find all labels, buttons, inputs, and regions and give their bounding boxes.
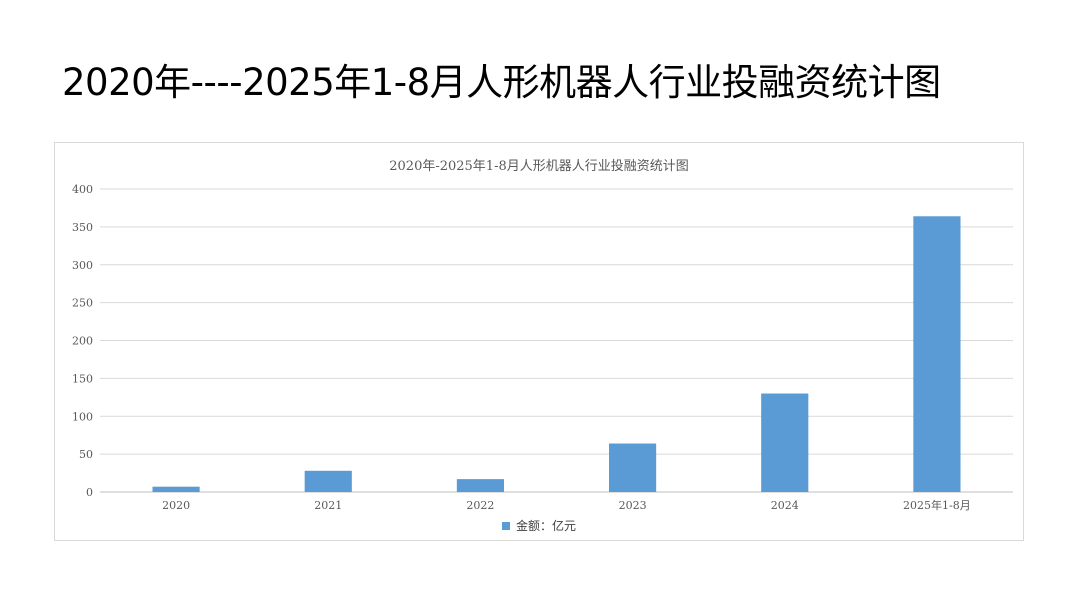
y-tick-label: 250 bbox=[72, 297, 93, 310]
bar-2023 bbox=[608, 443, 657, 492]
bar-2021 bbox=[304, 470, 352, 492]
x-tick-label: 2020 bbox=[162, 499, 190, 512]
legend: 金额：亿元 bbox=[55, 517, 1023, 534]
x-tick-label: 2024 bbox=[771, 499, 799, 512]
bar-2024 bbox=[761, 393, 809, 492]
y-tick-label: 300 bbox=[72, 259, 93, 272]
y-tick-label: 50 bbox=[79, 448, 93, 461]
legend-label: 金额：亿元 bbox=[515, 519, 576, 533]
x-tick-label: 2023 bbox=[619, 499, 647, 512]
page-title: 2020年----2025年1-8月人形机器人行业投融资统计图 bbox=[62, 61, 941, 104]
legend-swatch bbox=[501, 522, 510, 530]
y-tick-label: 150 bbox=[72, 372, 93, 385]
y-tick-label: 200 bbox=[72, 335, 93, 348]
bar-2020 bbox=[152, 486, 200, 492]
x-tick-label: 2022 bbox=[466, 499, 494, 512]
bar-2022 bbox=[456, 479, 505, 492]
x-tick-label: 2021 bbox=[314, 499, 342, 512]
chart-area: 2020年-2025年1-8月人形机器人行业投融资统计图 0 50 100 150 20… bbox=[54, 142, 1024, 541]
y-tick-label: 100 bbox=[72, 410, 93, 423]
bar-2025年1-8月 bbox=[913, 216, 961, 492]
bar-chart-plot: 0 50 100 150 200 250 300 350 400 2020 2021 2022 2023… bbox=[72, 183, 1013, 512]
chart-title: 2020年-2025年1-8月人形机器人行业投融资统计图 bbox=[389, 159, 689, 174]
y-tick-label: 400 bbox=[72, 183, 93, 196]
y-tick-label: 0 bbox=[86, 486, 93, 499]
x-tick-label: 2025年1-8月 bbox=[903, 498, 971, 512]
y-tick-label: 350 bbox=[72, 221, 93, 234]
